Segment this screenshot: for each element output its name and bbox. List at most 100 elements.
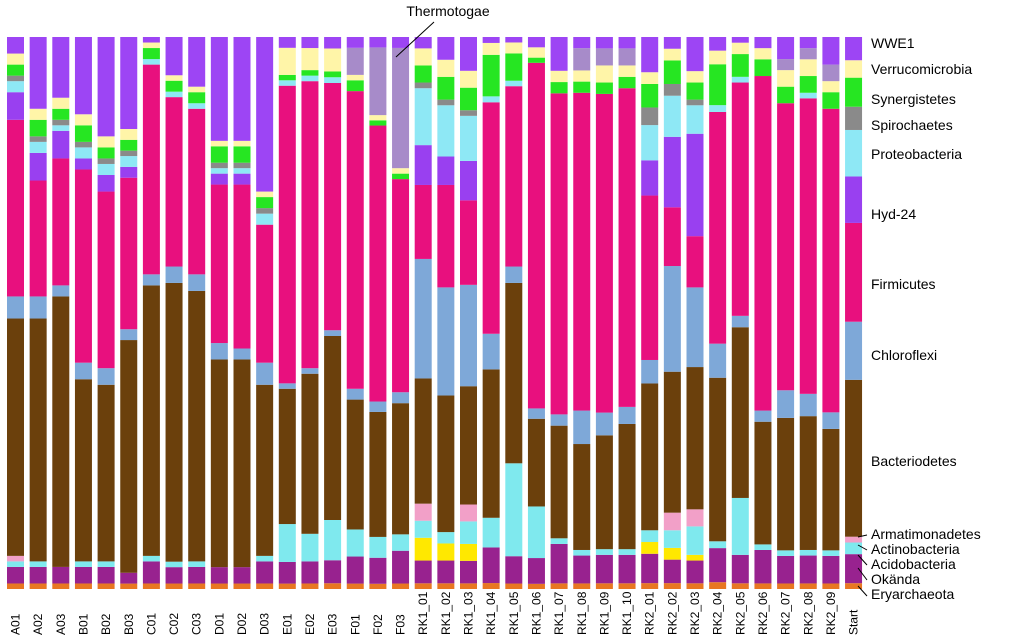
bar-segment-rk2-03-synergistetes bbox=[686, 82, 704, 100]
bar-segment-e01-synergistetes bbox=[278, 74, 296, 81]
bar-segment-rk1-07-verrucomicrobia bbox=[550, 70, 568, 83]
bar-segment-a01-hyd-24 bbox=[7, 92, 24, 120]
bar-segment-d03-actinobacteria bbox=[256, 555, 274, 562]
bar-segment-b01-ok-nda bbox=[74, 566, 92, 584]
bar-segment-d02-spirochaetes bbox=[233, 162, 251, 169]
bar-segment-f03-firmicutes bbox=[392, 179, 410, 393]
bar-segment-rk1-02-spirochaetes bbox=[437, 99, 455, 106]
bar-segment-rk1-03-firmicutes bbox=[460, 200, 477, 285]
bar-segment-rk1-09-thermotogae bbox=[595, 48, 613, 66]
bar-segment-a03-synergistetes bbox=[52, 108, 70, 120]
bar-segment-b01-actinobacteria bbox=[74, 561, 92, 567]
bar-segment-rk1-05-verrucomicrobia bbox=[505, 42, 523, 54]
bar-segment-d01-eryarchaeota bbox=[210, 583, 228, 589]
thermotogae-leader-line bbox=[395, 21, 435, 58]
x-tick-label-rk2-07: RK2_07 bbox=[779, 591, 793, 635]
leader-acidobacteria bbox=[857, 554, 868, 566]
bar-segment-e02-chloroflexi bbox=[301, 368, 319, 374]
bar-segment-rk1-01-proteobacteria bbox=[414, 88, 432, 146]
bar-segment-f02-verrucomicrobia bbox=[369, 115, 387, 121]
x-tick-label-rk1-03: RK1_03 bbox=[462, 591, 476, 635]
x-tick-label-f03: F03 bbox=[394, 614, 408, 635]
bar-segment-b03-hyd-24 bbox=[120, 166, 138, 178]
x-tick-label-rk2-03: RK2_03 bbox=[688, 591, 702, 635]
bar-segment-rk1-01-actinobacteria bbox=[414, 520, 432, 538]
bar-segment-d01-bacteriodetes bbox=[210, 359, 228, 568]
bar-segment-a01-armatimonadetes bbox=[7, 555, 24, 562]
bar-segment-rk2-02-synergistetes bbox=[663, 60, 681, 84]
bar-segment-e03-chloroflexi bbox=[324, 330, 342, 336]
bar-segment-rk2-04-wwe1 bbox=[709, 37, 727, 51]
bar-segment-b03-firmicutes bbox=[120, 177, 138, 330]
bar-segment-rk2-05-eryarchaeota bbox=[731, 583, 749, 589]
bar-segment-rk2-06-ok-nda bbox=[754, 549, 772, 584]
bar-segment-rk2-05-firmicutes bbox=[731, 82, 749, 316]
bar-segment-rk1-03-proteobacteria bbox=[460, 115, 477, 161]
bar-segment-rk1-02-verrucomicrobia bbox=[437, 59, 455, 77]
bar-segment-rk2-01-proteobacteria bbox=[641, 125, 659, 161]
legend-synergistetes: Synergistetes bbox=[871, 91, 956, 107]
bar-segment-rk2-03-firmicutes bbox=[686, 236, 704, 288]
bar-segment-a02-chloroflexi bbox=[29, 296, 47, 319]
bar-segment-rk1-08-wwe1 bbox=[573, 37, 591, 49]
bar-segment-rk2-08-proteobacteria bbox=[799, 92, 817, 99]
x-tick-label-rk1-06: RK1_06 bbox=[529, 591, 543, 635]
bar-segment-a02-ok-nda bbox=[29, 566, 47, 584]
x-tick-label-start: Start bbox=[847, 609, 861, 635]
bar-segment-e02-eryarchaeota bbox=[301, 583, 319, 589]
bar-segment-a03-spirochaetes bbox=[52, 119, 70, 126]
bar-segment-rk2-03-verrucomicrobia bbox=[686, 71, 704, 83]
bar-segment-rk1-02-chloroflexi bbox=[437, 287, 455, 396]
bar-segment-e02-synergistetes bbox=[301, 70, 319, 76]
bar-segment-b03-bacteriodetes bbox=[120, 340, 138, 573]
bar-segment-b01-spirochaetes bbox=[74, 141, 92, 148]
bar-segment-a01-chloroflexi bbox=[7, 296, 24, 319]
bar-segment-rk1-07-actinobacteria bbox=[550, 538, 568, 544]
bar-segment-d02-firmicutes bbox=[233, 184, 251, 349]
bar-segment-rk2-06-wwe1 bbox=[754, 37, 772, 49]
bar-segment-c03-bacteriodetes bbox=[188, 290, 206, 562]
bar-segment-b03-wwe1 bbox=[120, 37, 138, 129]
bar-segment-rk1-05-wwe1 bbox=[505, 37, 523, 43]
bar-segment-rk1-09-ok-nda bbox=[595, 554, 613, 584]
legend-firmicutes: Firmicutes bbox=[871, 276, 936, 292]
bar-segment-rk2-08-bacteriodetes bbox=[799, 416, 817, 550]
bar-segment-c01-bacteriodetes bbox=[142, 285, 160, 556]
bar-segment-rk2-07-chloroflexi bbox=[777, 390, 795, 418]
bar-segment-c01-actinobacteria bbox=[142, 555, 160, 562]
bar-segment-rk1-10-thermotogae bbox=[618, 48, 636, 66]
x-tick-label-rk1-07: RK1_07 bbox=[552, 591, 566, 635]
bar-segment-rk1-04-actinobacteria bbox=[482, 517, 500, 548]
bar-segment-rk2-08-wwe1 bbox=[799, 37, 817, 49]
bar-segment-d01-ok-nda bbox=[210, 567, 228, 584]
bar-segment-rk1-05-proteobacteria bbox=[505, 80, 523, 87]
x-tick-label-a03: A03 bbox=[54, 613, 68, 635]
bar-segment-c03-wwe1 bbox=[188, 37, 206, 87]
bar-segment-c02-ok-nda bbox=[165, 567, 183, 584]
bar-segment-d02-bacteriodetes bbox=[233, 359, 251, 568]
bar-segment-rk2-07-wwe1 bbox=[777, 37, 795, 60]
bar-segment-rk2-09-ok-nda bbox=[822, 555, 840, 584]
x-tick-label-d01: D01 bbox=[212, 613, 226, 635]
bar-segment-rk1-09-chloroflexi bbox=[595, 412, 613, 436]
bar-segment-rk1-03-hyd-24 bbox=[460, 160, 477, 201]
leader-okanda bbox=[857, 567, 868, 581]
bar-segment-e03-verrucomicrobia bbox=[324, 48, 342, 72]
bar-segment-rk1-04-firmicutes bbox=[482, 102, 500, 334]
bar-segment-rk1-05-chloroflexi bbox=[505, 266, 523, 283]
bar-segment-b02-hyd-24 bbox=[97, 175, 115, 192]
bar-segment-c01-verrucomicrobia bbox=[142, 42, 160, 49]
bar-segment-rk2-05-synergistetes bbox=[731, 54, 749, 77]
bar-segment-rk1-03-wwe1 bbox=[460, 37, 477, 71]
bar-segment-a01-bacteriodetes bbox=[7, 318, 24, 556]
bar-segment-rk1-05-firmicutes bbox=[505, 86, 523, 267]
bar-segment-a03-eryarchaeota bbox=[52, 583, 70, 589]
bar-segment-e03-eryarchaeota bbox=[324, 583, 342, 589]
bar-segment-f03-verrucomicrobia bbox=[392, 168, 410, 174]
bar-segment-rk2-01-eryarchaeota bbox=[641, 583, 659, 589]
bar-segment-c03-eryarchaeota bbox=[188, 583, 206, 589]
legend-wwe1: WWE1 bbox=[871, 35, 915, 51]
bar-segment-rk2-03-bacteriodetes bbox=[686, 367, 704, 510]
bar-segment-rk1-04-verrucomicrobia bbox=[482, 42, 500, 55]
bar-segment-rk1-08-firmicutes bbox=[573, 92, 591, 411]
